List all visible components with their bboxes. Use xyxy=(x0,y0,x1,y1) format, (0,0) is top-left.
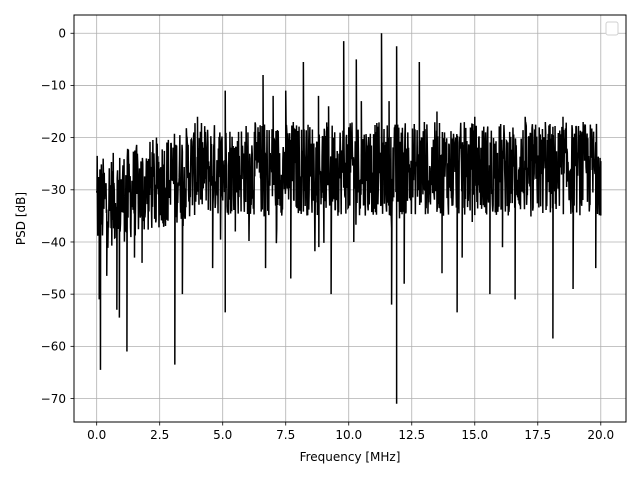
y-tick-label: −60 xyxy=(41,340,66,354)
y-tick-label: −70 xyxy=(41,392,66,406)
x-tick-label: 12.5 xyxy=(398,428,425,442)
x-tick-label: 17.5 xyxy=(524,428,551,442)
y-axis-ticks: 0 −10 −20 −30 −40 −50 −60 −70 xyxy=(41,27,74,406)
y-tick-label: −30 xyxy=(41,183,66,197)
x-tick-label: 10.0 xyxy=(335,428,362,442)
y-tick-label: −40 xyxy=(41,235,66,249)
x-tick-label: 20.0 xyxy=(587,428,614,442)
y-axis-label: PSD [dB] xyxy=(14,192,28,245)
x-tick-label: 15.0 xyxy=(461,428,488,442)
y-tick-label: −20 xyxy=(41,131,66,145)
x-axis-ticks: 0.0 2.5 5.0 7.5 10.0 12.5 15.0 17.5 20.0 xyxy=(87,422,614,442)
y-tick-label: −50 xyxy=(41,287,66,301)
y-tick-label: −10 xyxy=(41,79,66,93)
psd-series-line xyxy=(95,33,602,404)
x-axis-label: Frequency [MHz] xyxy=(300,450,401,464)
x-tick-label: 0.0 xyxy=(87,428,106,442)
legend-box xyxy=(605,21,619,36)
y-tick-label: 0 xyxy=(58,27,66,41)
x-tick-label: 5.0 xyxy=(213,428,232,442)
x-tick-label: 7.5 xyxy=(276,428,295,442)
plot-frame xyxy=(73,14,627,423)
psd-series xyxy=(95,33,602,404)
x-tick-label: 2.5 xyxy=(150,428,169,442)
